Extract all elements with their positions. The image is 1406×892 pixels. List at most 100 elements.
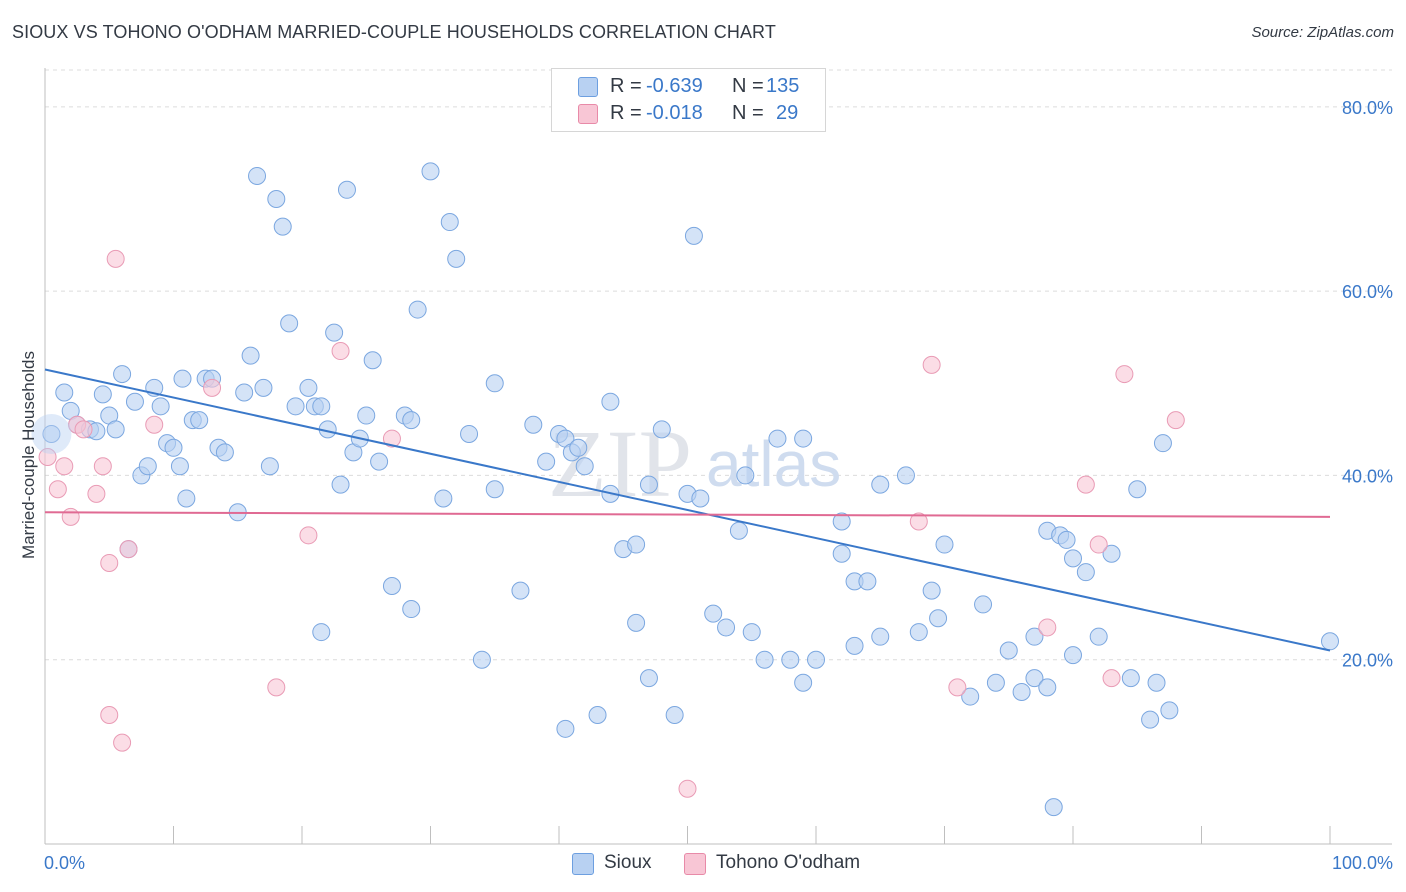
sioux-point — [235, 383, 254, 402]
legend-n-label: N = — [732, 75, 764, 97]
legend-r-label: R = — [610, 102, 642, 124]
tohono-point — [100, 706, 119, 724]
sioux-point — [704, 604, 723, 623]
sioux-point — [173, 369, 192, 388]
sioux-point — [55, 383, 74, 402]
sioux-point — [755, 650, 774, 669]
tohono-point — [1102, 669, 1121, 688]
sioux-point — [845, 636, 864, 655]
sioux-point — [999, 641, 1018, 660]
sioux-point — [273, 217, 292, 236]
sioux-point — [312, 397, 331, 416]
tohono-point — [119, 540, 138, 559]
tohono-point — [93, 457, 112, 476]
sioux-point — [1044, 798, 1063, 817]
sioux-point — [434, 489, 453, 508]
sioux-point — [627, 535, 646, 554]
sioux-point — [485, 374, 504, 393]
sioux-point — [138, 457, 157, 476]
sioux-point — [929, 609, 948, 628]
grid-lines — [45, 69, 1392, 661]
tick-labels: 20.0% 40.0% 60.0% 80.0% 0.0% 100.0% — [44, 98, 1393, 873]
sioux-point — [1038, 678, 1057, 697]
sioux-point — [652, 420, 671, 439]
stats-legend: R = -0.639 N = 135 R = -0.018 N = 29 — [551, 68, 826, 132]
sioux-point — [1160, 701, 1179, 720]
sioux-point — [717, 618, 736, 637]
sioux-point — [729, 521, 748, 540]
sioux-point — [215, 443, 234, 462]
sioux-point — [472, 650, 491, 669]
legend-label-sioux: Sioux — [604, 852, 652, 873]
sioux-point — [485, 480, 504, 499]
sioux-point — [781, 650, 800, 669]
sioux-point — [440, 213, 459, 232]
tohono-point — [299, 526, 318, 545]
tohono-point — [1038, 618, 1057, 637]
sioux-point — [794, 429, 813, 448]
sioux-point — [331, 475, 350, 494]
tohono-point — [55, 457, 74, 476]
sioux-point — [691, 489, 710, 508]
sioux-point — [460, 424, 479, 443]
sioux-point — [1057, 530, 1076, 549]
y-tick-label: 20.0% — [1342, 651, 1393, 671]
sioux-point — [421, 162, 440, 181]
tohono-point — [61, 507, 80, 526]
sioux-point — [1064, 549, 1082, 568]
sioux-point — [1025, 669, 1044, 688]
sioux-point — [382, 577, 401, 595]
sioux-point — [986, 673, 1005, 692]
sioux-point — [1141, 710, 1160, 729]
sioux-point — [325, 323, 344, 342]
chart-source: Source: ZipAtlas.com — [1251, 24, 1394, 41]
sioux-point — [627, 613, 646, 632]
tohono-point — [74, 420, 93, 439]
sioux-point — [408, 300, 427, 319]
sioux-point — [286, 397, 305, 416]
tohono-point — [113, 733, 132, 752]
sioux-point — [665, 706, 684, 724]
tohono-point — [100, 553, 119, 572]
sioux-point — [684, 226, 703, 245]
sioux-point — [736, 466, 755, 485]
sioux-point — [125, 392, 144, 411]
sioux-point — [974, 595, 993, 614]
sioux-point — [254, 378, 273, 397]
sioux-point — [447, 249, 466, 268]
sioux-point — [370, 452, 389, 471]
sioux-point — [871, 475, 890, 494]
sioux-point — [1128, 480, 1147, 499]
sioux-point — [909, 623, 928, 642]
sioux-point — [280, 314, 299, 333]
sioux-point — [267, 190, 286, 208]
sioux-point — [170, 457, 189, 476]
data-points — [31, 162, 1339, 817]
y-tick-label: 40.0% — [1342, 466, 1393, 486]
tohono-point — [145, 415, 164, 434]
y-tick-label: 60.0% — [1342, 282, 1393, 302]
sioux-point — [524, 415, 543, 434]
x-tick-label: 100.0% — [1332, 853, 1393, 873]
sioux-point — [151, 397, 170, 416]
tohono-point — [922, 355, 941, 374]
sioux-point — [42, 424, 61, 443]
sioux-point — [1147, 673, 1166, 692]
sioux-point — [935, 535, 954, 554]
sioux-point — [1153, 434, 1172, 453]
y-axis-label: Married-couple Households — [19, 351, 38, 559]
sioux-point — [768, 429, 787, 448]
sioux-point — [569, 438, 588, 457]
tohono-point — [331, 342, 350, 361]
sioux-point — [1102, 544, 1121, 563]
sioux-point — [177, 489, 196, 508]
sioux-point — [832, 512, 851, 531]
sioux-trend-line — [44, 368, 1331, 652]
y-tick-label: 80.0% — [1342, 98, 1393, 118]
sioux-point — [588, 706, 607, 724]
tohono-point — [909, 512, 928, 531]
sioux-point — [742, 623, 761, 642]
sioux-point — [1076, 563, 1095, 582]
sioux-point — [113, 365, 132, 384]
